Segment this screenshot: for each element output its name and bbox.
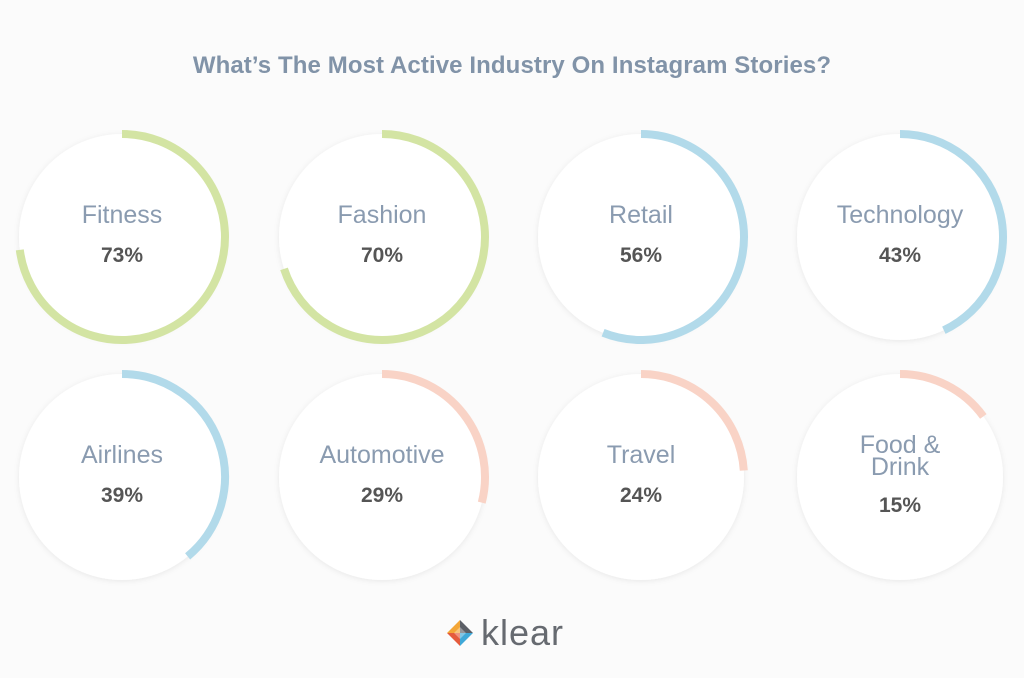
ring-arc-travel <box>640 370 748 471</box>
ring-label-retail: Retail <box>609 201 673 229</box>
ring-value-airlines: 39% <box>101 484 143 507</box>
ring-label-airlines: Airlines <box>81 441 163 469</box>
ring-fitness: Fitness 73% <box>15 130 229 344</box>
ring-background-automotive <box>279 374 485 580</box>
ring-background-fashion <box>279 134 485 340</box>
ring-value-travel: 24% <box>620 484 662 507</box>
ring-value-fashion: 70% <box>361 244 403 267</box>
ring-label-automotive: Automotive <box>319 441 444 469</box>
ring-arc-fashion <box>280 130 489 344</box>
ring-arc-retail <box>601 130 748 344</box>
ring-background-airlines <box>19 374 225 580</box>
ring-arc-food-and-drink <box>899 370 987 419</box>
ring-value-retail: 56% <box>620 244 662 267</box>
ring-food-and-drink: Food & Drink 15% <box>797 370 1003 580</box>
ring-retail: Retail 56% <box>538 130 748 344</box>
ring-travel: Travel 24% <box>538 370 748 580</box>
ring-background-technology <box>797 134 1003 340</box>
ring-automotive: Automotive 29% <box>279 370 489 580</box>
ring-arc-airlines <box>121 370 229 560</box>
ring-label-technology: Technology <box>837 201 964 229</box>
ring-arc-fitness <box>15 130 229 344</box>
ring-fashion: Fashion 70% <box>279 130 489 344</box>
ring-value-technology: 43% <box>879 244 921 267</box>
ring-airlines: Airlines 39% <box>19 370 229 580</box>
chart-title: What’s The Most Active Industry On Insta… <box>192 52 832 79</box>
ring-label-travel: Travel <box>607 441 676 469</box>
brand-name: klear <box>481 612 565 653</box>
ring-background-food-and-drink <box>797 374 1003 580</box>
ring-arc-technology <box>899 130 1007 334</box>
ring-label-fashion: Fashion <box>338 201 427 229</box>
ring-arc-automotive <box>381 370 489 504</box>
ring-background-fitness <box>19 134 225 340</box>
ring-label-fitness: Fitness <box>82 201 163 229</box>
ring-label-food-and-drink: Food & Drink <box>860 431 941 481</box>
ring-value-fitness: 73% <box>101 244 143 267</box>
ring-background-travel <box>538 374 744 580</box>
ring-value-automotive: 29% <box>361 484 403 507</box>
ring-technology: Technology 43% <box>797 130 1007 340</box>
klear-logo-icon <box>447 620 473 646</box>
ring-value-food-and-drink: 15% <box>879 494 921 517</box>
klear-logo: klear <box>445 612 564 654</box>
ring-background-retail <box>538 134 744 340</box>
